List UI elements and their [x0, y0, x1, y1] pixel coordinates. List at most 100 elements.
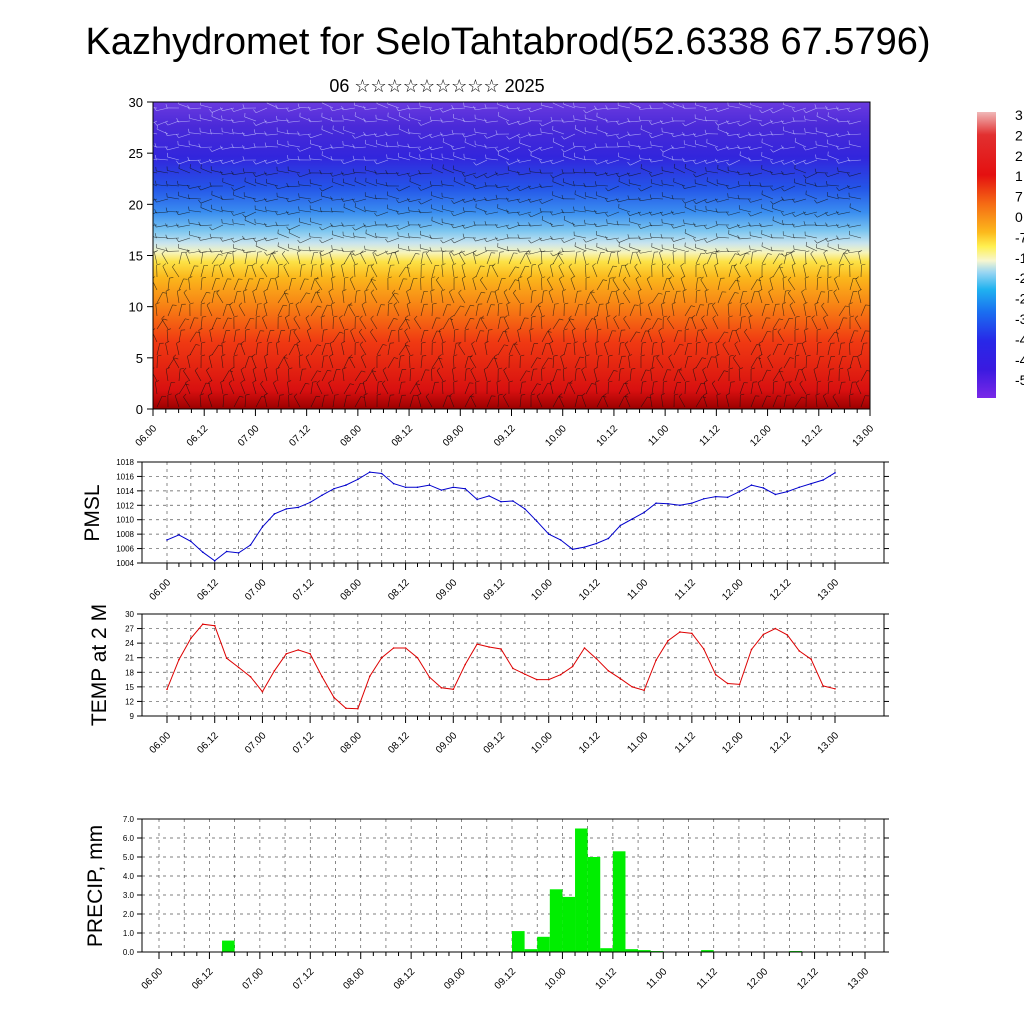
wind-barb-flag — [374, 133, 377, 137]
wind-barb-flag — [431, 276, 436, 279]
wind-barb — [277, 185, 290, 190]
wind-barb-flag — [165, 131, 168, 136]
wind-barb-flag — [704, 239, 708, 243]
wind-barb-flag — [242, 235, 245, 240]
wind-barb-flag — [660, 233, 663, 238]
wind-barb — [784, 185, 796, 192]
wind-barb — [283, 266, 290, 278]
wind-barb — [277, 246, 290, 252]
wind-barb-flag — [767, 354, 771, 358]
wind-barb-flag — [492, 263, 496, 267]
wind-barb-flag — [814, 199, 817, 204]
wind-barb-flag — [680, 276, 685, 279]
wind-barb — [649, 395, 653, 408]
wind-barb — [275, 369, 279, 382]
y-tick-label: 25 — [129, 146, 143, 161]
wind-barb — [398, 128, 411, 135]
wind-barb — [156, 170, 169, 174]
wind-barb — [398, 211, 411, 215]
wind-barb — [629, 120, 642, 123]
wind-barb-flag — [167, 393, 172, 396]
wind-barb-flag — [429, 134, 432, 138]
wind-barb — [673, 146, 686, 150]
wind-barb-flag — [597, 328, 602, 331]
wind-barb-flag — [341, 247, 344, 252]
data-point — [774, 493, 777, 496]
wind-barb-flag — [385, 250, 388, 255]
wind-barb-flag — [788, 289, 792, 294]
wind-barb-flag — [209, 226, 213, 231]
wind-barb — [811, 318, 818, 330]
wind-barb-flag — [553, 354, 558, 357]
wind-barb — [618, 105, 631, 109]
wind-barb-flag — [528, 148, 532, 153]
wind-barb — [838, 107, 851, 111]
wind-barb-flag — [679, 344, 684, 346]
x-tick-label: 10.00 — [543, 423, 569, 449]
wind-barb — [781, 304, 785, 317]
data-point — [595, 542, 598, 545]
wind-barb — [156, 395, 163, 408]
precip-bar — [512, 931, 525, 952]
wind-barb — [636, 252, 642, 265]
wind-barb — [255, 209, 268, 213]
wind-barb-flag — [264, 222, 267, 227]
wind-barb-flag — [374, 220, 377, 225]
data-point — [237, 666, 240, 669]
wind-barb-flag — [436, 276, 440, 281]
wind-barb — [684, 232, 697, 239]
wind-barb — [816, 343, 819, 356]
wind-barb-flag — [208, 380, 213, 383]
wind-barb — [277, 224, 290, 226]
wind-barb — [805, 107, 818, 113]
wind-barb-flag — [612, 265, 617, 267]
wind-barb — [233, 237, 246, 243]
wind-barb-flag — [799, 380, 803, 384]
y-tick-label: 10 — [129, 300, 143, 315]
wind-barb — [392, 292, 400, 304]
wind-barb — [461, 265, 466, 278]
wind-barb-flag — [827, 276, 832, 279]
wind-barb-flag — [595, 380, 600, 383]
wind-barb-flag — [363, 105, 366, 110]
wind-barb-flag — [548, 289, 553, 292]
wind-barb-flag — [371, 367, 376, 371]
wind-barb — [376, 143, 389, 148]
wind-barb — [475, 144, 488, 148]
wind-barb — [541, 331, 548, 343]
x-tick-label: 11.00 — [625, 730, 650, 755]
wind-barb — [464, 369, 467, 382]
wind-barb-flag — [752, 251, 757, 253]
wind-barb-flag — [671, 145, 674, 150]
x-tick-label: 08.00 — [339, 423, 365, 449]
x-tick-label: 07.00 — [236, 423, 262, 449]
wind-barb-flag — [451, 105, 454, 110]
wind-barb-flag — [804, 115, 806, 120]
wind-barb-flag — [286, 198, 289, 202]
wind-barb-flag — [288, 393, 293, 396]
wind-barb-flag — [515, 266, 520, 269]
wind-barb-flag — [804, 328, 809, 331]
wind-barb — [739, 237, 752, 240]
wind-barb — [849, 172, 862, 177]
data-point — [786, 634, 789, 636]
wind-barb-flag — [264, 159, 267, 164]
x-tick-label: 12.00 — [748, 423, 774, 449]
wind-barb — [244, 278, 250, 291]
wind-barb — [728, 133, 741, 136]
wind-barb-flag — [847, 185, 850, 189]
wind-barb — [497, 154, 510, 161]
wind-barb — [585, 195, 598, 200]
wind-barb-flag — [682, 104, 685, 109]
data-point — [416, 486, 419, 489]
wind-barb — [596, 396, 603, 408]
wind-barb — [153, 184, 158, 187]
wind-barb-flag — [777, 328, 781, 332]
wind-barb — [827, 356, 832, 369]
wind-barb-flag — [386, 154, 388, 159]
wind-barb-flag — [484, 118, 487, 123]
wind-barb-flag — [576, 368, 581, 370]
wind-barb — [585, 131, 598, 135]
wind-barb — [167, 382, 172, 395]
data-point — [404, 486, 407, 489]
